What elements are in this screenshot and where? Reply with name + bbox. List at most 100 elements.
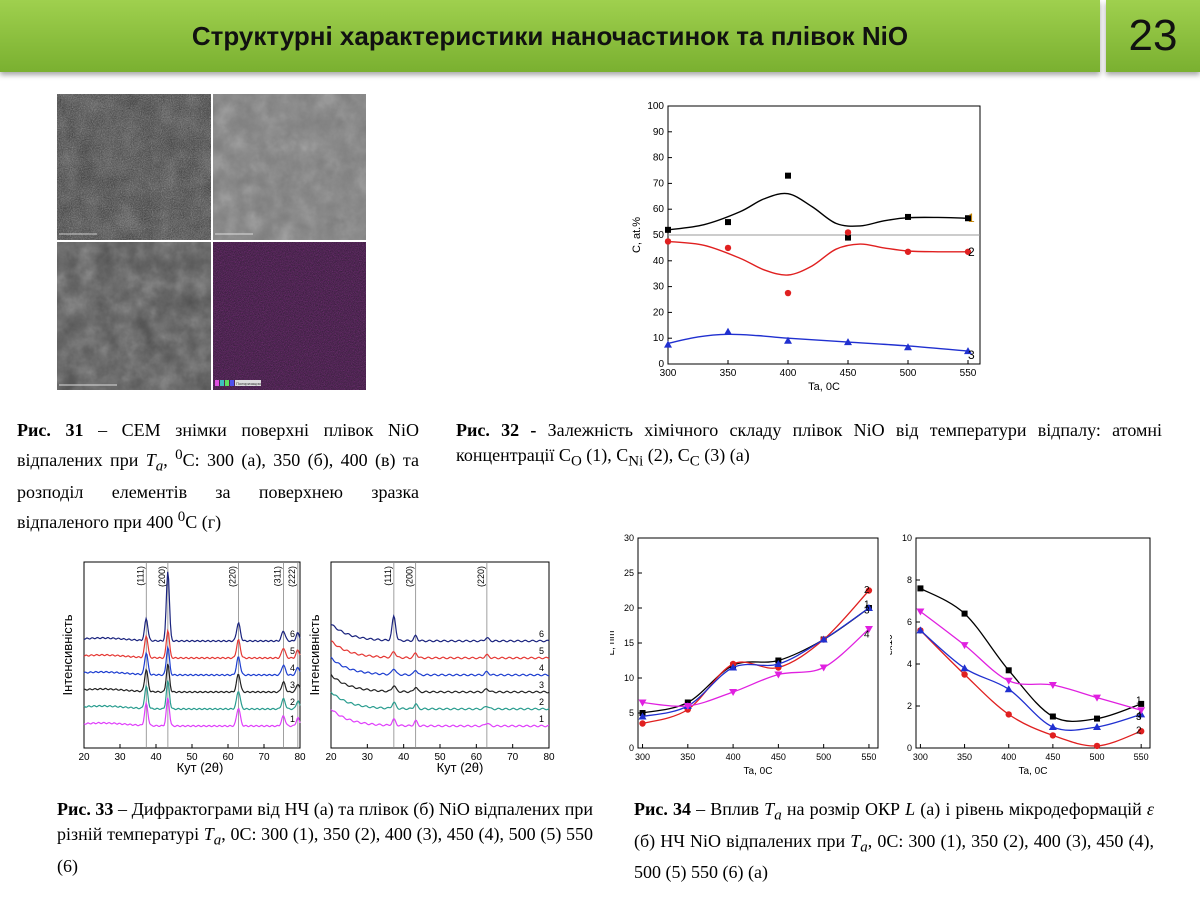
data-point-2 — [961, 671, 968, 678]
y-tick-label: 8 — [907, 575, 912, 585]
xrd-curve-label-3: 3 — [290, 680, 295, 690]
caption-fig31: Рис. 31 – СЕМ знімки поверхні плівок NiO… — [17, 420, 420, 532]
x-tick-label: 60 — [222, 752, 234, 763]
series-line-2 — [919, 629, 1142, 747]
x-tick-label: 450 — [771, 752, 786, 762]
y-tick-label: 90 — [653, 127, 665, 138]
y-axis-label: εx10³ — [890, 630, 895, 655]
x-tick-label: 350 — [957, 752, 972, 762]
series-fit-3 — [667, 333, 969, 352]
y-tick-label: 50 — [653, 230, 665, 241]
data-point-3 — [916, 626, 925, 634]
data-point-2 — [639, 720, 646, 727]
data-point-3 — [1093, 723, 1102, 730]
xrd-curve-4 — [83, 645, 301, 677]
y-tick-label: 20 — [624, 603, 634, 613]
series-line-3 — [642, 607, 870, 718]
peak-label: (200) — [157, 566, 167, 587]
y-tick-label: 10 — [624, 673, 634, 683]
xrd-curve-5 — [83, 628, 301, 660]
data-point-4 — [729, 689, 738, 696]
peak-label: (311) — [272, 566, 282, 586]
x-tick-label: 300 — [635, 752, 650, 762]
x-tick-label: 400 — [726, 752, 741, 762]
plot-frame — [915, 537, 1151, 749]
caption-fig33: Рис. 33 – Дифрактограми від НЧ (а) та пл… — [57, 799, 594, 876]
data-point-1 — [1049, 713, 1056, 720]
x-tick-label: 450 — [1045, 752, 1060, 762]
data-point-3 — [904, 343, 912, 351]
x-tick-label: 350 — [680, 752, 695, 762]
caption-fig32: Рис. 32 - Залежність хімічного складу пл… — [456, 420, 1162, 470]
data-point-3 — [1004, 685, 1013, 693]
sem-image-a — [57, 94, 211, 240]
chart-fig34a: 300 350 400 450 500 550 0 5 10 15 20 25 30 Ta, 0C L, n… — [610, 533, 879, 777]
x-tick-label: 30 — [362, 752, 374, 763]
series-fit-2 — [667, 240, 969, 276]
chart-fig32: 300 350 400 450 500 550 0 10 20 30 40 50 60 70 80 90 100… — [631, 101, 981, 393]
y-tick-label: 70 — [653, 178, 665, 189]
data-point-1 — [785, 172, 791, 179]
data-point-3 — [844, 338, 852, 346]
series-label-3: 3 — [864, 606, 870, 617]
y-tick-label: 10 — [653, 333, 665, 344]
x-tick-label: 300 — [913, 752, 928, 762]
series-label-4: 4 — [864, 630, 870, 641]
xrd-curve-3 — [83, 663, 301, 694]
slide-title: Структурні характеристики наночастинок т… — [191, 21, 909, 51]
y-tick-label: 80 — [653, 153, 665, 164]
data-point-3 — [774, 660, 783, 667]
data-point-2 — [1049, 732, 1057, 739]
x-tick-label: 40 — [150, 752, 162, 763]
peak-label: (220) — [476, 566, 486, 587]
y-tick-label: 15 — [624, 638, 634, 648]
x-axis-label: Кут (2θ) — [177, 760, 224, 775]
y-axis-label: L, nm — [610, 630, 617, 655]
data-point-2 — [1093, 742, 1101, 750]
data-point-1 — [1138, 700, 1145, 707]
xrd-curve-3 — [330, 673, 550, 694]
x-tick-label: 550 — [960, 368, 977, 379]
data-point-4 — [916, 608, 925, 616]
sem-images: Поляризация — [57, 94, 366, 390]
x-axis-label: Кут (2θ) — [437, 760, 484, 775]
xrd-curve-label-1: 1 — [290, 714, 295, 724]
xrd-curve-label-3: 3 — [539, 680, 544, 690]
data-point-2 — [784, 289, 792, 297]
data-point-3 — [664, 340, 672, 348]
caption-fig34: Рис. 34 – Вплив Ta на розмір ОКР L (а) і… — [634, 799, 1155, 883]
data-point-3 — [1048, 723, 1057, 730]
y-tick-label: 0 — [658, 359, 664, 370]
y-tick-label: 0 — [629, 743, 634, 753]
xrd-curve-5 — [330, 640, 550, 660]
y-tick-label: 5 — [629, 708, 634, 718]
series-label-2: 2 — [1136, 726, 1142, 737]
data-point-4 — [638, 699, 647, 707]
data-point-2 — [724, 244, 732, 252]
y-tick-label: 2 — [907, 701, 912, 711]
data-point-4 — [864, 626, 873, 633]
title-bar — [0, 0, 1100, 72]
xrd-curve-label-2: 2 — [290, 697, 295, 707]
series-label-1: 1 — [1136, 695, 1142, 706]
x-axis-label: Ta, 0C — [744, 766, 773, 777]
x-tick-label: 60 — [471, 752, 483, 763]
series-line-3 — [919, 629, 1142, 731]
x-tick-label: 400 — [780, 368, 797, 379]
peak-label: (200) — [405, 566, 415, 587]
x-tick-label: 50 — [434, 752, 446, 763]
x-axis-label: Ta, 0C — [808, 381, 840, 393]
slide-number: 23 — [1106, 0, 1200, 72]
chart-fig33a: (111) (200) (220) (311) (222) 20 30 40 50 60 70 80 6… — [60, 561, 306, 775]
y-tick-label: 25 — [624, 568, 634, 578]
chart-fig33b: (111) (200) (220) 20 30 40 50 60 70 80 6 5 4 3 2 1 Інтен… — [307, 561, 555, 775]
series-line-1 — [920, 587, 1142, 723]
data-point-4 — [960, 642, 969, 650]
series-label-3: 3 — [1136, 712, 1142, 723]
x-tick-label: 500 — [816, 752, 831, 762]
xrd-curve-label-5: 5 — [539, 646, 544, 656]
x-tick-label: 550 — [861, 752, 876, 762]
data-point-1 — [965, 215, 971, 222]
peak-label: (111) — [383, 566, 393, 586]
